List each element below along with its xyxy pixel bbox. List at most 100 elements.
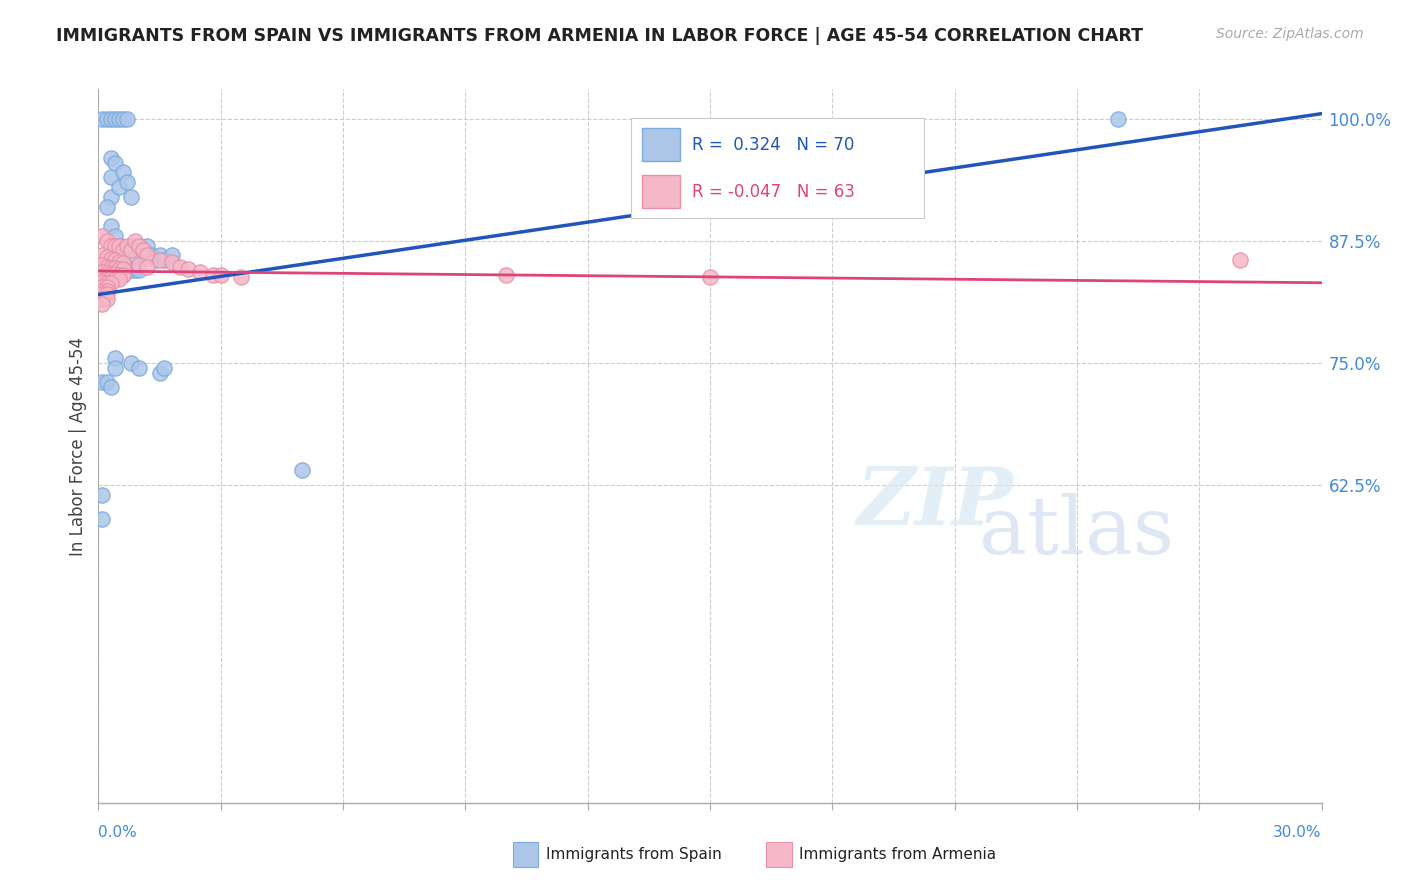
- Point: [91, 248, 114, 262]
- Point: [91, 287, 114, 301]
- Point: [104, 267, 127, 281]
- Point: [96, 376, 118, 390]
- Point: [96, 266, 118, 280]
- Point: [100, 151, 122, 165]
- Point: [100, 268, 122, 282]
- Point: [96, 200, 118, 214]
- Point: [111, 263, 134, 277]
- Point: [152, 253, 174, 268]
- Point: [91, 283, 114, 297]
- Point: [128, 263, 150, 277]
- Point: [209, 268, 232, 282]
- Point: [96, 271, 118, 285]
- Point: [96, 263, 118, 277]
- Point: [111, 248, 134, 262]
- Point: [108, 272, 131, 286]
- Point: [1229, 253, 1251, 268]
- Point: [141, 248, 163, 262]
- Text: atlas: atlas: [979, 492, 1174, 571]
- Point: [291, 463, 314, 477]
- Point: [132, 244, 155, 258]
- Point: [96, 112, 118, 126]
- Point: [136, 238, 159, 252]
- Point: [96, 277, 118, 292]
- Text: Immigrants from Armenia: Immigrants from Armenia: [799, 847, 995, 862]
- Point: [91, 293, 114, 307]
- Point: [115, 263, 138, 277]
- Point: [91, 112, 114, 126]
- Point: [91, 228, 114, 243]
- Point: [104, 351, 127, 365]
- Point: [169, 260, 191, 274]
- Point: [111, 112, 134, 126]
- Point: [128, 238, 150, 252]
- Text: Immigrants from Spain: Immigrants from Spain: [546, 847, 721, 862]
- Text: Source: ZipAtlas.com: Source: ZipAtlas.com: [1216, 27, 1364, 41]
- Point: [108, 112, 131, 126]
- Point: [104, 253, 127, 268]
- Text: 0.0%: 0.0%: [98, 825, 138, 840]
- Point: [91, 488, 114, 502]
- Point: [128, 360, 150, 375]
- Point: [96, 276, 118, 290]
- Point: [120, 244, 142, 258]
- Point: [104, 238, 127, 252]
- Point: [96, 250, 118, 264]
- Point: [91, 297, 114, 311]
- Point: [145, 253, 167, 268]
- Point: [160, 255, 183, 269]
- Point: [91, 258, 114, 272]
- Point: [231, 269, 253, 284]
- Point: [100, 263, 122, 277]
- Point: [96, 293, 118, 307]
- Text: R =  0.324   N = 70: R = 0.324 N = 70: [692, 136, 855, 153]
- Point: [124, 263, 146, 277]
- Point: [100, 261, 122, 276]
- Point: [120, 190, 142, 204]
- Text: R = -0.047   N = 63: R = -0.047 N = 63: [692, 183, 855, 201]
- Point: [104, 228, 127, 243]
- Point: [108, 238, 131, 252]
- Point: [120, 356, 142, 370]
- Point: [177, 262, 200, 277]
- Point: [1107, 112, 1129, 126]
- Point: [100, 219, 122, 233]
- Point: [91, 512, 114, 526]
- Point: [104, 268, 127, 282]
- Point: [96, 268, 118, 282]
- Point: [100, 112, 122, 126]
- Point: [699, 269, 721, 284]
- Point: [91, 284, 114, 298]
- Point: [104, 360, 127, 375]
- Point: [111, 262, 134, 277]
- Point: [108, 255, 131, 269]
- Point: [96, 273, 118, 287]
- Point: [128, 238, 150, 252]
- Y-axis label: In Labor Force | Age 45-54: In Labor Force | Age 45-54: [69, 336, 87, 556]
- Text: IMMIGRANTS FROM SPAIN VS IMMIGRANTS FROM ARMENIA IN LABOR FORCE | AGE 45-54 CORR: IMMIGRANTS FROM SPAIN VS IMMIGRANTS FROM…: [56, 27, 1143, 45]
- Point: [152, 360, 174, 375]
- Point: [149, 253, 172, 268]
- Point: [136, 260, 159, 274]
- Point: [100, 273, 122, 287]
- Point: [100, 238, 122, 252]
- Point: [149, 366, 172, 380]
- Point: [495, 268, 517, 282]
- Point: [100, 276, 122, 290]
- Point: [111, 268, 134, 282]
- Point: [108, 238, 131, 252]
- Point: [108, 268, 131, 282]
- Bar: [643, 128, 681, 161]
- Point: [124, 248, 146, 262]
- Point: [96, 284, 118, 298]
- Point: [91, 293, 114, 307]
- Point: [100, 252, 122, 267]
- Point: [91, 287, 114, 301]
- Text: 30.0%: 30.0%: [1274, 825, 1322, 840]
- Point: [91, 273, 114, 287]
- Point: [136, 248, 159, 262]
- Point: [160, 248, 183, 262]
- Point: [91, 275, 114, 289]
- Point: [104, 155, 127, 169]
- Point: [111, 244, 134, 258]
